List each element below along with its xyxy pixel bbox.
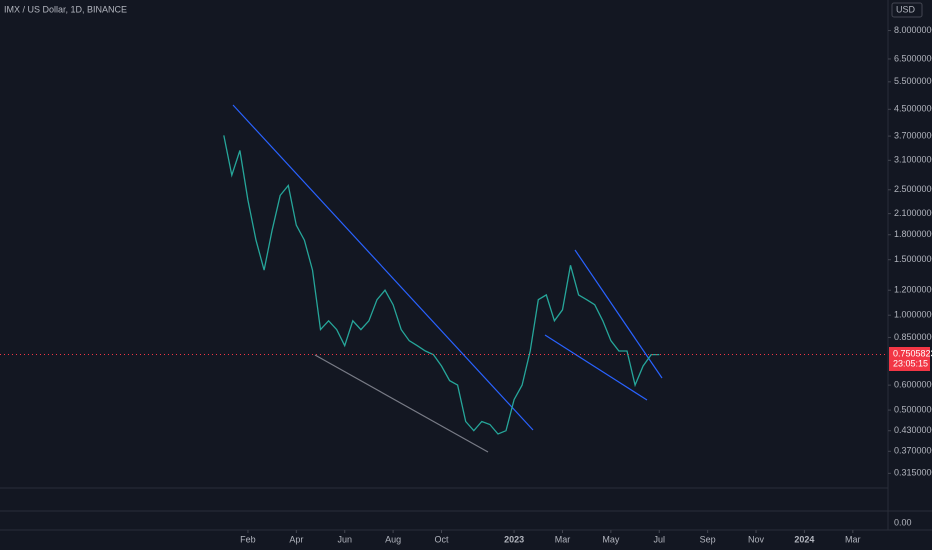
x-tick-label: 2024 <box>794 534 814 544</box>
y-tick-label: 0.37000000 <box>894 446 932 456</box>
x-tick-label: Mar <box>845 534 861 544</box>
x-tick-label: Feb <box>240 534 256 544</box>
y-tick-label: 0.31500000 <box>894 468 932 478</box>
x-tick-label: 2023 <box>504 534 524 544</box>
last-price: 0.75058235 <box>893 348 932 358</box>
y-tick-label: 3.10000000 <box>894 155 932 165</box>
y-tick-label: 1.50000000 <box>894 254 932 264</box>
y-tick-label: 1.80000000 <box>894 229 932 239</box>
chart: IMX / US Dollar, 1D, BINANCE USD 8.00000… <box>0 0 932 550</box>
y-tick-label: 0.85000000 <box>894 332 932 342</box>
y-tick-label: 0.60000000 <box>894 380 932 390</box>
x-tick-label: Apr <box>289 534 303 544</box>
x-tick-label: May <box>602 534 620 544</box>
pane2-tick-label: 0.00 <box>894 517 912 527</box>
y-tick-label: 1.00000000 <box>894 310 932 320</box>
x-tick-label: Sep <box>700 534 716 544</box>
y-tick-label: 1.20000000 <box>894 285 932 295</box>
y-tick-label: 3.70000000 <box>894 130 932 140</box>
x-tick-label: Nov <box>748 534 765 544</box>
x-tick-label: Jul <box>653 534 665 544</box>
y-tick-label: 8.00000000 <box>894 25 932 35</box>
x-tick-label: Jun <box>337 534 352 544</box>
y-tick-label: 0.43000000 <box>894 425 932 435</box>
y-tick-label: 0.50000000 <box>894 404 932 414</box>
x-tick-label: Mar <box>555 534 571 544</box>
y-tick-label: 4.50000000 <box>894 104 932 114</box>
currency[interactable]: USD <box>896 4 916 14</box>
x-tick-label: Aug <box>385 534 401 544</box>
y-tick-label: 6.50000000 <box>894 53 932 63</box>
countdown: 23:05:15 <box>893 358 928 368</box>
x-tick-label: Oct <box>434 534 449 544</box>
y-tick-label: 2.10000000 <box>894 208 932 218</box>
background <box>0 0 932 550</box>
chart-title: IMX / US Dollar, 1D, BINANCE <box>4 4 127 14</box>
y-tick-label: 5.50000000 <box>894 76 932 86</box>
y-tick-label: 2.50000000 <box>894 184 932 194</box>
